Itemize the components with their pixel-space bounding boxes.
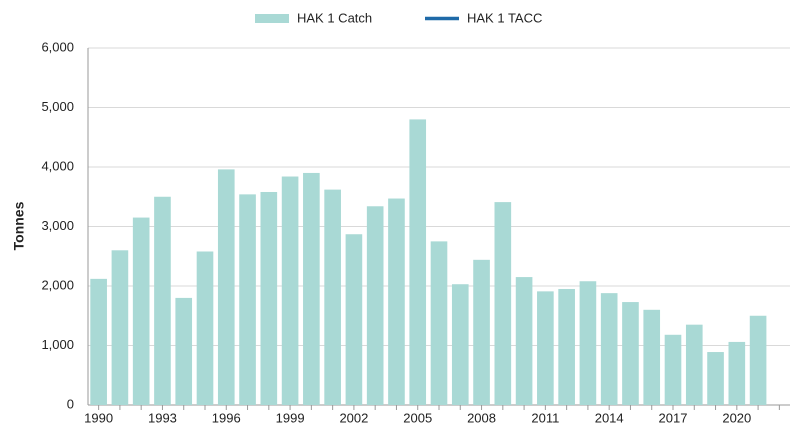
bar (685, 324, 703, 405)
bar (537, 291, 554, 405)
legend-label: HAK 1 Catch (297, 10, 372, 25)
y-tick-label: 0 (67, 396, 74, 411)
bar (366, 206, 384, 405)
y-tick-label: 6,000 (41, 39, 74, 54)
bar (664, 334, 682, 405)
bar (154, 196, 171, 405)
bar (515, 277, 533, 405)
bar (281, 176, 299, 405)
bar (345, 234, 363, 405)
bar (707, 352, 724, 405)
bar (473, 259, 490, 405)
bar (303, 172, 320, 405)
bar (643, 309, 661, 405)
bar (175, 297, 193, 405)
x-tick-label: 2008 (467, 410, 496, 425)
bar (324, 189, 341, 405)
y-tick-label: 2,000 (41, 277, 74, 292)
x-tick-label: 1993 (148, 410, 177, 425)
y-tick-label: 3,000 (41, 218, 74, 233)
legend-swatch (255, 14, 289, 23)
y-tick-label: 4,000 (41, 158, 74, 173)
x-tick-label: 1996 (212, 410, 241, 425)
bar (494, 202, 512, 405)
x-tick-label: 2011 (531, 410, 559, 425)
legend-label: HAK 1 TACC (467, 10, 542, 25)
bar (622, 302, 639, 405)
bar (579, 281, 597, 405)
bar (111, 250, 129, 405)
bar (409, 119, 427, 406)
bar (749, 315, 767, 405)
bar (260, 191, 278, 405)
x-tick-label: 2002 (339, 410, 368, 425)
bar (217, 169, 235, 405)
x-tick-label: 1990 (84, 410, 113, 425)
bar (430, 241, 448, 405)
x-tick-label: 1999 (276, 410, 305, 425)
bar (196, 251, 214, 405)
y-tick-label: 1,000 (41, 337, 74, 352)
x-tick-label: 2017 (659, 410, 688, 425)
bar (239, 194, 256, 405)
x-tick-label: 2005 (403, 410, 432, 425)
bar (132, 217, 150, 405)
x-tick-label: 2014 (595, 410, 624, 425)
y-tick-label: 5,000 (41, 99, 74, 114)
y-axis-label: Tonnes (11, 201, 27, 250)
x-tick-label: 2020 (722, 410, 751, 425)
bar (600, 293, 618, 405)
bar (90, 278, 107, 405)
bar (451, 284, 469, 405)
bar (558, 288, 575, 405)
bar (728, 341, 746, 405)
bar (388, 198, 405, 405)
